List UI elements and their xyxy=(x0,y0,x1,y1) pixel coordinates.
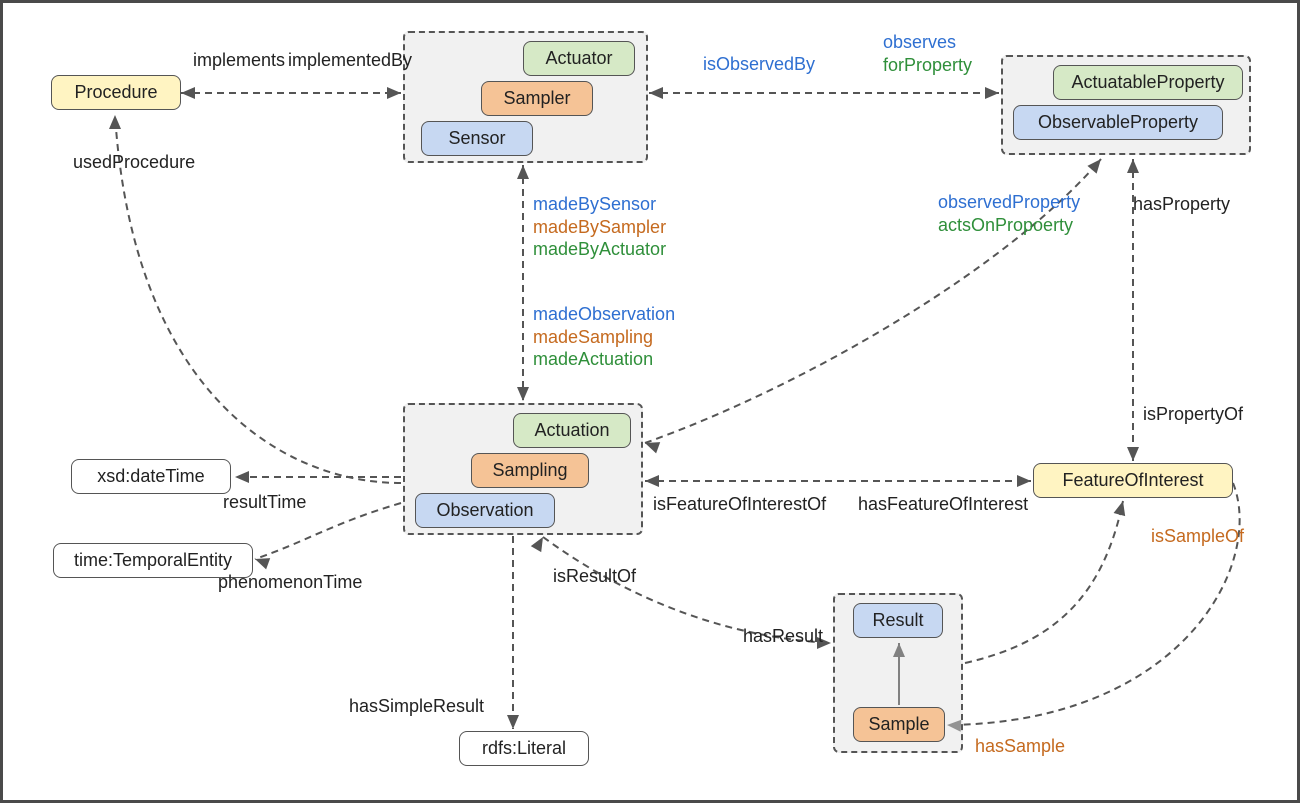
observes-for-label-line: observes xyxy=(883,31,972,54)
made-label-line: madeObservation xyxy=(533,303,675,326)
hasfeatureoi-label: hasFeatureOfInterest xyxy=(858,493,1028,516)
literal-node: rdfs:Literal xyxy=(459,731,589,766)
madeby-label-line: madeBySampler xyxy=(533,216,666,239)
ispropertyof-label: isPropertyOf xyxy=(1143,403,1243,426)
hasproperty-label-line: hasProperty xyxy=(1133,193,1230,216)
observed-acts-label-line: actsOnPropoerty xyxy=(938,214,1080,237)
made-label-line: madeActuation xyxy=(533,348,675,371)
phenomenontime-label: phenomenonTime xyxy=(218,571,362,594)
sampler-node: Sampler xyxy=(481,81,593,116)
hasresult-label: hasResult xyxy=(743,625,823,648)
hassample-label-line: hasSample xyxy=(975,735,1065,758)
implementedby-label-line: implementedBy xyxy=(288,49,412,72)
observes-for-label: observesforProperty xyxy=(883,31,972,76)
madeby-label-line: madeByActuator xyxy=(533,238,666,261)
observation-node: Observation xyxy=(415,493,555,528)
hassample-label: hasSample xyxy=(975,735,1065,758)
usedprocedure-label-line: usedProcedure xyxy=(73,151,195,174)
resulttime-label-line: resultTime xyxy=(223,491,306,514)
made-label-line: madeSampling xyxy=(533,326,675,349)
isobservedby-label-line: isObservedBy xyxy=(703,53,815,76)
usedprocedure-label: usedProcedure xyxy=(73,151,195,174)
isresultof-label: isResultOf xyxy=(553,565,636,588)
observed-acts-label-line: observedProperty xyxy=(938,191,1080,214)
phenomenontime-label-line: phenomenonTime xyxy=(218,571,362,594)
hassimpleresult-label-line: hasSimpleResult xyxy=(349,695,484,718)
observed-acts-label: observedPropertyactsOnPropoerty xyxy=(938,191,1080,236)
madeby-label: madeBySensormadeBySamplermadeByActuator xyxy=(533,193,666,261)
isobservedby-label: isObservedBy xyxy=(703,53,815,76)
hasresult-label-line: hasResult xyxy=(743,625,823,648)
actuatable-property-node: ActuatableProperty xyxy=(1053,65,1243,100)
procedure-node: Procedure xyxy=(51,75,181,110)
hassimpleresult-label: hasSimpleResult xyxy=(349,695,484,718)
hasproperty-label: hasProperty xyxy=(1133,193,1230,216)
result-node: Result xyxy=(853,603,943,638)
actuation-node: Actuation xyxy=(513,413,631,448)
made-label: madeObservationmadeSamplingmadeActuation xyxy=(533,303,675,371)
resulttime-label: resultTime xyxy=(223,491,306,514)
datetime-node: xsd:dateTime xyxy=(71,459,231,494)
implements-label-line: implements xyxy=(193,49,285,72)
observes-for-label-line: forProperty xyxy=(883,54,972,77)
issampleof-label-line: isSampleOf xyxy=(1151,525,1244,548)
madeby-label-line: madeBySensor xyxy=(533,193,666,216)
ispropertyof-label-line: isPropertyOf xyxy=(1143,403,1243,426)
implementedby-label: implementedBy xyxy=(288,49,412,72)
diagram-canvas: Procedure Actuator Sampler Sensor Actuatable… xyxy=(0,0,1300,803)
sample-feature xyxy=(965,501,1123,663)
implements-label: implements xyxy=(193,49,285,72)
sensor-node: Sensor xyxy=(421,121,533,156)
feature-sample xyxy=(947,483,1240,725)
hasfeatureoi-label-line: hasFeatureOfInterest xyxy=(858,493,1028,516)
isfeatureof-label: isFeatureOfInterestOf xyxy=(653,493,826,516)
sample-node: Sample xyxy=(853,707,945,742)
observable-property-node: ObservableProperty xyxy=(1013,105,1223,140)
isresultof-label-line: isResultOf xyxy=(553,565,636,588)
issampleof-label: isSampleOf xyxy=(1151,525,1244,548)
sampling-node: Sampling xyxy=(471,453,589,488)
actuator-node: Actuator xyxy=(523,41,635,76)
isfeatureof-label-line: isFeatureOfInterestOf xyxy=(653,493,826,516)
feature-node: FeatureOfInterest xyxy=(1033,463,1233,498)
